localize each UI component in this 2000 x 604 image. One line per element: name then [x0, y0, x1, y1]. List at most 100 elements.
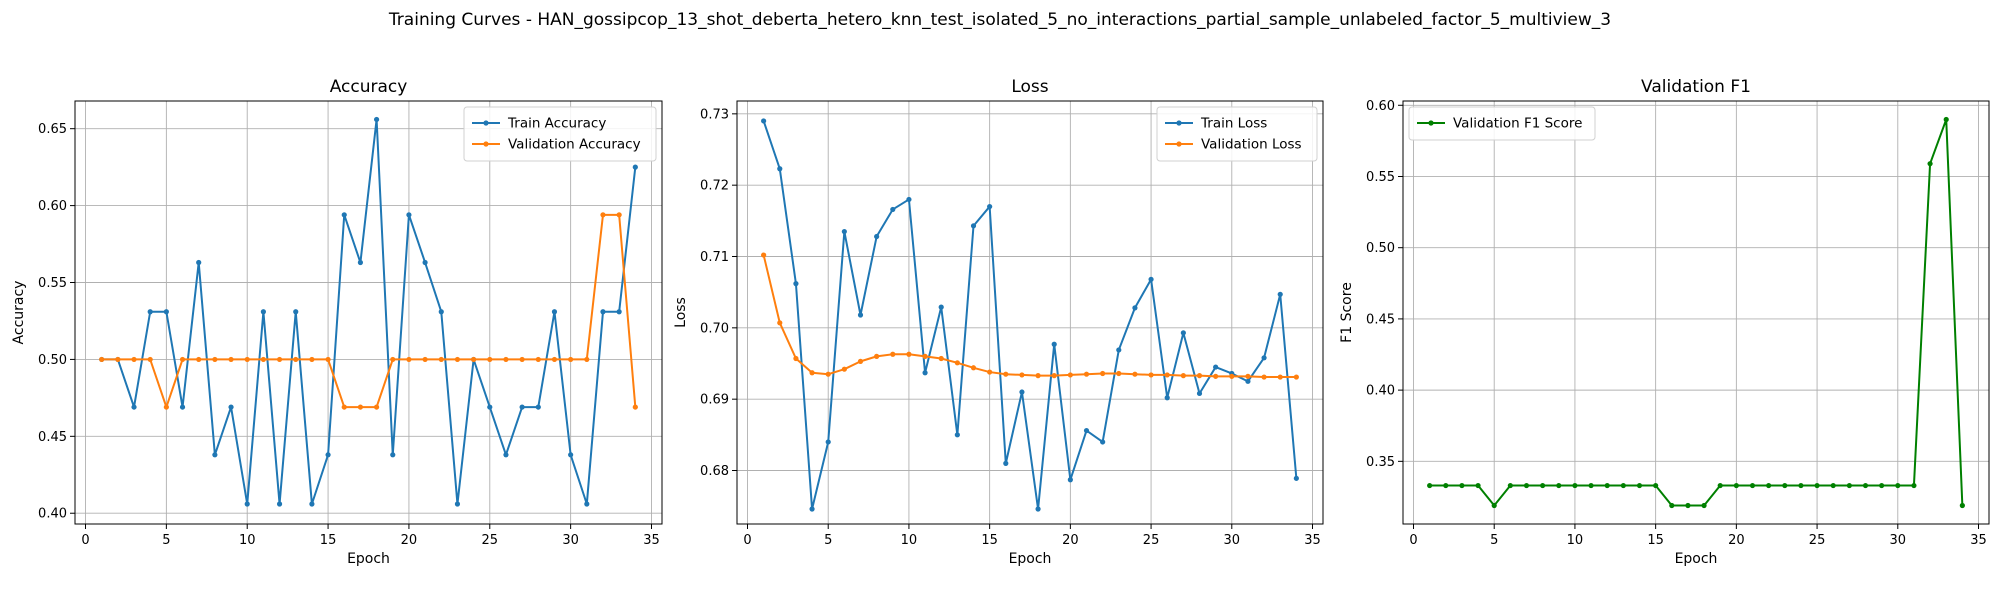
data-point — [584, 501, 590, 507]
data-point — [1148, 372, 1154, 378]
data-point — [357, 259, 364, 266]
data-point — [825, 371, 831, 377]
data-point — [1132, 371, 1138, 377]
data-point — [1475, 482, 1481, 489]
y-tick-label: 0.50 — [38, 353, 67, 368]
data-point — [1116, 347, 1122, 353]
data-point — [793, 355, 799, 362]
data-point — [922, 370, 928, 376]
x-tick-label: 20 — [1062, 533, 1079, 548]
legend-label: Validation Loss — [1201, 137, 1302, 153]
x-tick-label: 25 — [1143, 533, 1160, 548]
x-tick-label: 35 — [1304, 533, 1321, 548]
data-point — [1245, 373, 1251, 379]
y-tick-label: 0.65 — [38, 122, 67, 137]
data-point — [809, 370, 815, 376]
data-point — [841, 366, 847, 372]
data-point — [1572, 482, 1578, 489]
data-point — [519, 404, 525, 410]
x-tick-label: 35 — [1970, 533, 1987, 548]
chart-panel-loss: 0 5 10 15 20 25 30 35 0.68 0.69 0.70 0.71 0.72 0.73 Ep… — [673, 77, 1324, 567]
data-point — [922, 353, 928, 359]
data-point — [1196, 390, 1203, 397]
data-point — [1293, 374, 1299, 380]
axes-frame — [736, 100, 1324, 525]
y-tick-label: 0.60 — [1366, 99, 1395, 114]
x-tick-label: 30 — [1224, 533, 1241, 548]
data-point — [551, 309, 558, 315]
data-point — [212, 452, 218, 458]
x-tick-label: 20 — [1728, 533, 1745, 548]
y-tick-label: 0.72 — [700, 179, 729, 194]
data-point — [938, 304, 944, 310]
data-point — [244, 501, 250, 507]
data-point — [906, 196, 912, 203]
data-point — [954, 360, 960, 366]
legend-marker — [483, 141, 489, 147]
y-axis-label: Loss — [673, 297, 689, 328]
data-point — [1148, 276, 1154, 282]
x-tick-label: 0 — [743, 533, 751, 548]
data-point — [228, 404, 234, 410]
data-point — [777, 320, 783, 326]
data-point — [1943, 116, 1949, 123]
legend: Validation F1 Score — [1408, 106, 1596, 141]
data-point — [1959, 502, 1965, 509]
legend-label: Validation F1 Score — [1453, 116, 1582, 132]
data-point — [987, 203, 993, 210]
series-line — [1429, 118, 1964, 507]
data-point — [1164, 395, 1170, 401]
x-tick-label: 15 — [981, 533, 998, 548]
x-tick-label: 5 — [1490, 533, 1498, 548]
data-point — [438, 309, 444, 315]
data-point — [276, 356, 283, 363]
y-tick-label: 0.40 — [1366, 384, 1395, 399]
data-point — [1636, 482, 1643, 489]
data-point — [954, 432, 960, 438]
y-tick-label: 0.70 — [700, 321, 729, 336]
x-tick-label: 30 — [562, 533, 579, 548]
series-line — [101, 213, 637, 409]
data-point — [228, 356, 234, 363]
data-point — [1459, 482, 1465, 489]
data-point — [1035, 373, 1041, 379]
data-point — [761, 252, 767, 258]
x-tick-label: 5 — [162, 533, 170, 548]
data-point — [1164, 372, 1170, 378]
x-tick-label: 30 — [1890, 533, 1907, 548]
data-point — [196, 356, 202, 363]
legend-label: Validation Accuracy — [508, 137, 641, 153]
y-tick-label: 0.73 — [700, 107, 729, 122]
data-point — [890, 206, 896, 213]
data-point — [600, 309, 606, 315]
legend-marker — [1428, 120, 1434, 126]
y-axis-label: F1 Score — [1339, 282, 1355, 343]
y-axis-label: Accuracy — [11, 281, 27, 345]
data-point — [1507, 482, 1513, 489]
data-point — [874, 233, 880, 240]
legend-box — [1408, 106, 1596, 141]
data-point — [471, 356, 477, 363]
y-tick-label: 0.60 — [38, 199, 67, 214]
x-axis-label: Epoch — [347, 551, 390, 567]
data-point — [293, 309, 299, 315]
data-point — [1588, 482, 1594, 489]
data-point — [1261, 374, 1267, 380]
x-tick-label: 35 — [643, 533, 660, 548]
data-point — [1180, 330, 1186, 336]
figure-suptitle: Training Curves - HAN_gossipcop_13_shot_… — [388, 10, 1612, 30]
y-tick-label: 0.40 — [38, 507, 67, 522]
data-point — [1927, 161, 1933, 167]
data-point — [841, 228, 847, 235]
y-tick-label: 0.68 — [700, 464, 729, 479]
axes-frame — [74, 100, 663, 525]
data-point — [793, 281, 799, 287]
legend-label: Train Loss — [1200, 116, 1267, 132]
data-point — [1749, 482, 1756, 489]
data-point — [1003, 371, 1009, 377]
data-point — [1911, 482, 1917, 489]
x-tick-label: 10 — [1567, 533, 1584, 548]
data-point — [1180, 373, 1186, 379]
data-point — [890, 351, 896, 357]
